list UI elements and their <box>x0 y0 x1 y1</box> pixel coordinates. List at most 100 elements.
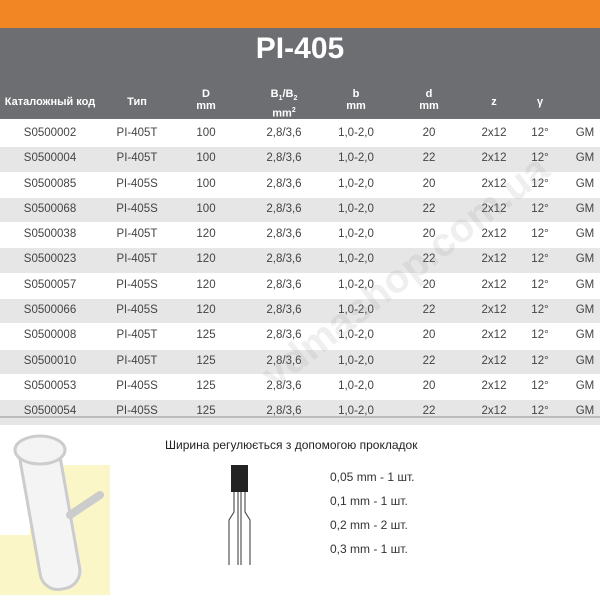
col-label: /B <box>282 88 294 100</box>
cell-teeth: 2x12 <box>481 177 507 190</box>
cell-teeth: 2x12 <box>481 228 507 241</box>
cell-grade: GM <box>575 127 595 139</box>
cell-grade: GM <box>575 405 595 418</box>
cell-angle: 12° <box>531 202 549 215</box>
cell-angle: 12° <box>531 228 549 241</box>
table-row: S0500053 PI-405S 125 2,8/3,6 1,0-2,0 20 2x12 12… <box>0 375 600 401</box>
cell-bore: 20 <box>422 329 436 342</box>
cell-bore: 22 <box>422 354 436 367</box>
spacer-item: 0,3 mm - 1 шт. <box>330 542 408 556</box>
cell-width: 1,0-2,0 <box>338 152 374 165</box>
cell-code: S0500068 <box>23 202 77 215</box>
cell-angle: 12° <box>531 127 549 139</box>
cell-grade: GM <box>575 253 595 266</box>
cell-grade: GM <box>575 304 595 317</box>
cell-bore: 22 <box>422 152 436 165</box>
cell-diameter: 120 <box>196 228 216 241</box>
cell-width: 1,0-2,0 <box>338 379 374 392</box>
cell-bore: 22 <box>422 304 436 317</box>
cell-bore: 20 <box>422 379 436 392</box>
cell-width: 1,0-2,0 <box>338 253 374 266</box>
cell-teeth: 2x12 <box>481 152 507 165</box>
cell-diameter: 125 <box>196 405 216 418</box>
cell-teeth: 2x12 <box>481 202 507 215</box>
col-sub: 1 <box>278 95 283 103</box>
cell-code: S0500066 <box>23 304 77 317</box>
col-b1b2: B1/B2 mm2 <box>271 88 298 120</box>
table-row: S0500068 PI-405S 100 2,8/3,6 1,0-2,0 22 2x12 12… <box>0 197 600 224</box>
cell-b1b2: 2,8/3,6 <box>266 379 302 392</box>
cell-bore: 20 <box>422 228 436 241</box>
spacer-item: 0,05 mm - 1 шт. <box>330 470 415 484</box>
cell-width: 1,0-2,0 <box>338 228 374 241</box>
cell-grade: GM <box>575 228 595 241</box>
cell-type: PI-405T <box>116 228 158 241</box>
cell-width: 1,0-2,0 <box>338 329 374 342</box>
cell-b1b2: 2,8/3,6 <box>266 405 302 418</box>
table-row: S0500057 PI-405S 120 2,8/3,6 1,0-2,0 20 2x12 12… <box>0 274 600 300</box>
spacer-item: 0,2 mm - 2 шт. <box>330 518 408 532</box>
spacer-item: 0,1 mm - 1 шт. <box>330 494 408 508</box>
col-unit: mm <box>272 107 292 120</box>
cell-b1b2: 2,8/3,6 <box>266 253 302 266</box>
cell-angle: 12° <box>531 405 549 418</box>
cell-b1b2: 2,8/3,6 <box>266 127 302 139</box>
cell-b1b2: 2,8/3,6 <box>266 354 302 367</box>
cell-diameter: 100 <box>196 177 216 190</box>
cell-teeth: 2x12 <box>481 379 507 392</box>
cell-angle: 12° <box>531 354 549 367</box>
col-b: b mm <box>346 88 366 112</box>
cell-diameter: 120 <box>196 278 216 291</box>
col-d-bore: d mm <box>419 88 439 112</box>
spacer-diagram-icon <box>228 465 251 565</box>
cell-b1b2: 2,8/3,6 <box>266 329 302 342</box>
cell-code: S0500008 <box>23 329 77 342</box>
cell-bore: 20 <box>422 177 436 190</box>
table-row: S0500023 PI-405T 120 2,8/3,6 1,0-2,0 22 2x12 12… <box>0 248 600 274</box>
table-row: S0500002 PI-405T 100 2,8/3,6 1,0-2,0 20 2x12 12… <box>0 122 600 148</box>
table-row: S0500008 PI-405T 125 2,8/3,6 1,0-2,0 20 2x12 12… <box>0 324 600 350</box>
cell-diameter: 120 <box>196 253 216 266</box>
cell-type: PI-405T <box>116 152 158 165</box>
cell-grade: GM <box>575 278 595 291</box>
cell-teeth: 2x12 <box>481 405 507 418</box>
table-row: S0500066 PI-405S 120 2,8/3,6 1,0-2,0 22 2x12 12… <box>0 299 600 325</box>
col-type: Тип <box>127 96 147 108</box>
table-body: S0500002 PI-405T 100 2,8/3,6 1,0-2,0 20 2x12 12… <box>0 122 600 426</box>
cell-type: PI-405T <box>116 329 158 342</box>
cell-bore: 20 <box>422 278 436 291</box>
cell-bore: 22 <box>422 202 436 215</box>
cell-grade: GM <box>575 177 595 190</box>
cell-diameter: 100 <box>196 127 216 139</box>
cell-type: PI-405S <box>116 379 158 392</box>
cell-teeth: 2x12 <box>481 127 507 139</box>
screw-mascot-image <box>0 434 110 595</box>
cell-diameter: 120 <box>196 304 216 317</box>
cell-b1b2: 2,8/3,6 <box>266 177 302 190</box>
cell-angle: 12° <box>531 329 549 342</box>
cell-bore: 22 <box>422 405 436 418</box>
cell-type: PI-405T <box>116 354 158 367</box>
cell-width: 1,0-2,0 <box>338 177 374 190</box>
cell-angle: 12° <box>531 379 549 392</box>
cell-width: 1,0-2,0 <box>338 278 374 291</box>
cell-width: 1,0-2,0 <box>338 405 374 418</box>
cell-width: 1,0-2,0 <box>338 127 374 139</box>
col-code: Каталожный код <box>4 96 96 108</box>
cell-width: 1,0-2,0 <box>338 354 374 367</box>
cell-code: S0500010 <box>23 354 77 367</box>
cell-type: PI-405T <box>116 253 158 266</box>
cell-b1b2: 2,8/3,6 <box>266 202 302 215</box>
orange-banner <box>0 0 600 28</box>
col-label: b <box>352 88 360 100</box>
cell-code: S0500054 <box>23 405 77 418</box>
cell-type: PI-405S <box>116 304 158 317</box>
cell-code: S0500004 <box>23 152 77 165</box>
cell-type: PI-405S <box>116 177 158 190</box>
cell-angle: 12° <box>531 278 549 291</box>
cell-code: S0500057 <box>23 278 77 291</box>
cell-grade: GM <box>575 329 595 342</box>
table-row: S0500038 PI-405T 120 2,8/3,6 1,0-2,0 20 2x12 12… <box>0 223 600 249</box>
cell-angle: 12° <box>531 152 549 165</box>
cell-b1b2: 2,8/3,6 <box>266 228 302 241</box>
